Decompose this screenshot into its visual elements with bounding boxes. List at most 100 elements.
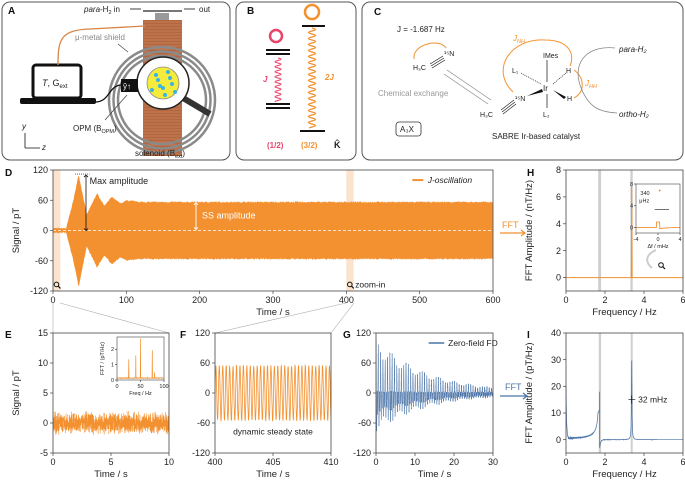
y-tick-label: 4 [630, 204, 633, 210]
x-tick-label: 400 [339, 295, 354, 305]
j-hh-arrow [573, 69, 583, 99]
x-tick-label: 300 [265, 295, 280, 305]
x-tick-label: 10 [164, 457, 174, 467]
x-tick-label: 10 [410, 457, 420, 467]
opm-sensor [121, 79, 138, 92]
hydride-top: H [566, 68, 571, 75]
y-tick-label: 8 [556, 165, 561, 175]
mu-metal-ring [116, 54, 208, 146]
y-tick-label: 40 [551, 328, 561, 338]
y-tick-label: 0 [556, 435, 561, 445]
x-tick-label: 0 [373, 457, 378, 467]
mu-metal-ring [107, 45, 217, 155]
y-tick-label: -5 [40, 448, 48, 458]
x-tick-label: 30 [488, 457, 498, 467]
frequency-band [598, 170, 602, 291]
y-tick-label: 0 [43, 418, 48, 428]
molecule-dot [173, 90, 177, 94]
para-h2-in-label: para-H2 in [83, 5, 120, 16]
l2-ligand: L₂ [543, 112, 550, 119]
molecule-dot [150, 88, 154, 92]
x-axis-label: Freq / Hz [129, 391, 152, 397]
x-tick-label: 6 [680, 295, 685, 305]
chart-e-inset: 0 50 100 0 1 2 Freq / Hz FFT / (pT/Hz) [100, 336, 169, 397]
y-tick-label: 0 [43, 226, 48, 236]
solenoid-label: solenoid (Bext) [135, 149, 185, 160]
chart-f: dynamic steady state 400 405 410 -120 -60 0 60 1… [192, 328, 339, 480]
y-tick-label: 60 [200, 358, 210, 368]
linewidth-value: 340 [640, 191, 649, 197]
j-label: J [263, 75, 268, 84]
linewidth-unit: μHz [639, 199, 649, 205]
transition-wave-j [274, 57, 282, 102]
chart-d: Max amplitude SS amplitude J-oscillation zo… [11, 165, 501, 318]
linewidth-label: 32 mHz [638, 395, 667, 405]
transition-wave-2j [307, 27, 317, 129]
spin-three-half-ring-icon [303, 3, 321, 21]
y-tick-label: 20 [551, 381, 561, 391]
ortho-h2-label: ortho-H₂ [619, 110, 649, 119]
zoom-in-label: zoom-in [355, 279, 386, 289]
mu-metal-label: μ-metal shield [75, 33, 125, 42]
axes-frame [565, 169, 684, 292]
hydride-bottom: H [567, 96, 572, 103]
y-tick-label: 5 [43, 388, 48, 398]
y-tick-label: -60 [358, 418, 371, 428]
iridium-center: Ir [543, 84, 548, 93]
x-axis-label: Time / s [256, 469, 290, 480]
y-tick-label: 15 [38, 328, 48, 338]
fft-arrow-orange: FFT [500, 220, 526, 237]
axes-frame [565, 332, 684, 454]
y-tick-label: 120 [356, 328, 371, 338]
y-tick-label: -120 [30, 286, 48, 296]
j-nh-label: JNH [512, 34, 525, 45]
inset-spectrum-line [117, 338, 164, 380]
x-tick-label: -4 [634, 237, 639, 243]
x-axis-label: Δf / mHz [647, 244, 668, 250]
coordinate-axes-icon [24, 133, 40, 149]
laptop-base [20, 98, 96, 104]
zoom-connector-line [330, 302, 355, 334]
plot-area [117, 337, 164, 380]
fft-spectrum-line [566, 186, 683, 279]
solenoid-cable [57, 25, 146, 66]
plot-area [636, 184, 680, 233]
y-tick-label: 4 [556, 219, 561, 229]
x-tick-label: 20 [449, 457, 459, 467]
plot-area [566, 333, 683, 453]
j-hh-label: JHH [584, 79, 597, 90]
y-tick-label: 2 [111, 347, 114, 353]
y-tick-label: 60 [38, 195, 48, 205]
plot-area [376, 338, 493, 432]
steady-state-label: dynamic steady state [233, 427, 313, 437]
y-axis-label: FFT Amplitude / (pT/Hz) [524, 342, 535, 443]
triple-bond [500, 99, 517, 115]
k-operator-label: K̂ [334, 139, 341, 150]
y-tick-label: 0 [556, 273, 561, 283]
y-tick-label: 60 [361, 358, 371, 368]
series-fft-spectrum [566, 360, 683, 448]
x-tick-label: 410 [323, 457, 338, 467]
free-h3c: H₃C [413, 65, 426, 72]
x-tick-label: 0 [50, 295, 55, 305]
zoom-connector-line [214, 302, 347, 334]
magnifier-icon-handle [350, 285, 355, 289]
panel-c: C J = -1.687 Hz H₃C ¹⁵N Chemical exchang… [361, 1, 684, 161]
x-tick-label: 0 [563, 295, 568, 305]
chart-h: 0 2 4 6 0 2 4 6 8 Frequency / Hz FFT Amplitude / (… [524, 165, 685, 318]
panel-label-f: F [180, 330, 186, 341]
j-nh-arrow [502, 39, 573, 93]
chart-i: 32 mHz 0 2 4 6 0 10 20 30 40 Frequency / Hz FFT Amp… [524, 328, 685, 480]
chart-g: Zero-field FD 0 10 20 30 -120 -60 0 60 120 Time / … [353, 328, 498, 480]
x-tick-label: 400 [207, 457, 222, 467]
spin-system-badge [395, 121, 422, 137]
y-axis-label: Signal / pT [11, 208, 22, 254]
y-tick-label: 120 [195, 328, 210, 338]
y-axis-label: FFT Amplitude / (nT/Hz) [524, 180, 535, 281]
zoom-connector-line [59, 302, 170, 334]
y-tick-label: -120 [192, 448, 210, 458]
bound-n15: ¹⁵N [515, 96, 525, 103]
x-tick-label: 50 [137, 384, 143, 390]
catalyst-label: SABRE Ir-based catalyst [492, 132, 581, 141]
fft-arrow-blue: FFT [500, 382, 528, 400]
